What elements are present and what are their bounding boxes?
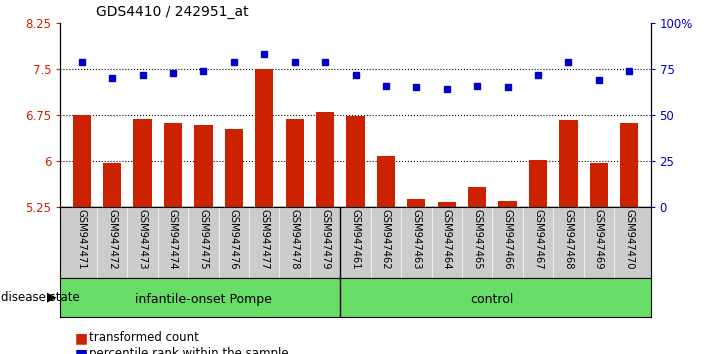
Bar bbox=[164, 123, 182, 207]
Text: GSM947466: GSM947466 bbox=[503, 209, 513, 270]
Text: infantile-onset Pompe: infantile-onset Pompe bbox=[135, 293, 272, 306]
Bar bbox=[589, 163, 608, 207]
Text: GSM947462: GSM947462 bbox=[381, 209, 391, 270]
Text: GSM947465: GSM947465 bbox=[472, 209, 482, 270]
Bar bbox=[225, 129, 243, 207]
Text: control: control bbox=[471, 293, 514, 306]
Bar bbox=[194, 125, 213, 207]
Text: ■: ■ bbox=[75, 347, 87, 354]
Text: GSM947478: GSM947478 bbox=[289, 209, 299, 270]
Text: transformed count: transformed count bbox=[89, 331, 199, 344]
Bar bbox=[73, 115, 91, 207]
Text: GSM947472: GSM947472 bbox=[107, 209, 117, 270]
Text: GSM947471: GSM947471 bbox=[77, 209, 87, 270]
Text: GSM947469: GSM947469 bbox=[594, 209, 604, 270]
Text: GSM947473: GSM947473 bbox=[137, 209, 148, 270]
Bar bbox=[498, 201, 517, 207]
Text: GSM947464: GSM947464 bbox=[442, 209, 451, 270]
Text: ▶: ▶ bbox=[47, 291, 57, 304]
Text: ■: ■ bbox=[75, 331, 87, 345]
Bar bbox=[103, 163, 122, 207]
Bar bbox=[620, 123, 638, 207]
Text: GDS4410 / 242951_at: GDS4410 / 242951_at bbox=[96, 5, 249, 19]
Text: GSM947476: GSM947476 bbox=[229, 209, 239, 270]
Text: percentile rank within the sample: percentile rank within the sample bbox=[89, 347, 289, 354]
Text: disease state: disease state bbox=[1, 291, 80, 304]
Text: GSM947479: GSM947479 bbox=[320, 209, 330, 270]
Bar bbox=[134, 119, 151, 207]
Bar bbox=[468, 188, 486, 207]
Bar bbox=[316, 112, 334, 207]
Text: GSM947461: GSM947461 bbox=[351, 209, 360, 270]
Text: GSM947468: GSM947468 bbox=[563, 209, 574, 270]
Bar bbox=[438, 202, 456, 207]
Text: GSM947470: GSM947470 bbox=[624, 209, 634, 270]
Bar bbox=[560, 120, 577, 207]
Text: GSM947477: GSM947477 bbox=[260, 209, 269, 270]
Bar bbox=[407, 199, 425, 207]
Text: GSM947474: GSM947474 bbox=[168, 209, 178, 270]
Bar bbox=[346, 116, 365, 207]
Bar bbox=[255, 69, 273, 207]
Text: GSM947463: GSM947463 bbox=[412, 209, 422, 270]
Text: GSM947475: GSM947475 bbox=[198, 209, 208, 270]
Bar bbox=[529, 160, 547, 207]
Bar bbox=[286, 119, 304, 207]
Text: GSM947467: GSM947467 bbox=[533, 209, 543, 270]
Bar bbox=[377, 156, 395, 207]
